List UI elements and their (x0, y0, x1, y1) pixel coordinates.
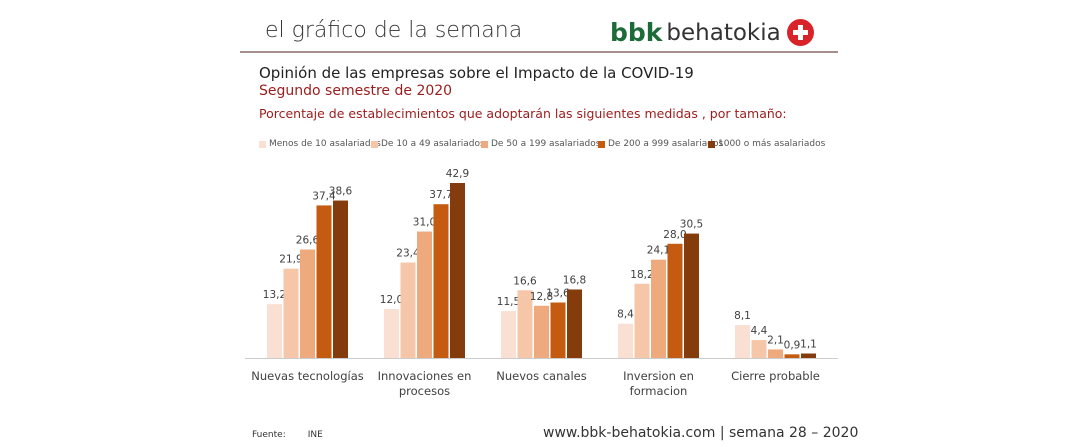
source: Fuente: INE (252, 430, 345, 440)
bar (517, 290, 533, 358)
cross-icon (786, 19, 814, 46)
bar (684, 233, 699, 358)
bar (283, 268, 299, 358)
header-divider (240, 51, 838, 53)
data-label: 8,4 (617, 309, 634, 321)
legend-label: De 50 a 199 asalariados (491, 139, 601, 149)
bar (667, 243, 683, 358)
legend-label: De 10 a 49 asalariados (381, 139, 485, 149)
legend-swatch (371, 140, 378, 148)
data-label: 28,0 (663, 229, 686, 241)
bar (400, 262, 416, 358)
legend-swatch (481, 140, 488, 148)
data-label: 38,6 (329, 186, 353, 198)
legend-swatch (598, 140, 605, 148)
chart-description: Porcentaje de establecimientos que adopt… (259, 106, 787, 121)
bar (267, 304, 282, 358)
bar (534, 305, 549, 358)
data-label: 37,4 (312, 190, 336, 202)
category-label: formacion (630, 384, 688, 398)
legend-label: De 200 a 999 asalariados (608, 139, 724, 149)
legend-item: Menos de 10 asalariados (259, 139, 381, 149)
bar (316, 205, 332, 358)
data-label: 16,8 (563, 274, 586, 286)
data-label: 37,7 (429, 189, 452, 201)
data-label: 8,1 (734, 310, 751, 322)
data-label: 12,0 (380, 294, 403, 306)
category-label: Cierre probable (731, 369, 820, 383)
chart-title: Opinión de las empresas sobre el Impacto… (259, 64, 694, 82)
data-label: 18,2 (630, 269, 653, 281)
data-label: 21,9 (279, 254, 302, 266)
legend-item: De 200 a 999 asalariados (598, 139, 723, 149)
legend-label: Menos de 10 asalariados (269, 139, 381, 149)
bar (384, 309, 399, 358)
data-label: 16,6 (513, 275, 537, 287)
data-label: 2,1 (767, 334, 784, 346)
category-label: Nuevas tecnologías (251, 369, 363, 383)
data-label: 23,4 (396, 248, 420, 260)
source-value: INE (307, 430, 323, 440)
bar (433, 204, 449, 358)
bar (567, 289, 582, 358)
bar (550, 302, 566, 358)
legend-swatch (259, 140, 266, 148)
data-label: 26,6 (296, 234, 320, 246)
data-label: 13,2 (263, 289, 286, 301)
bar (768, 349, 783, 358)
data-label: 12,8 (530, 291, 553, 303)
category-label: procesos (399, 384, 450, 398)
data-label: 24,1 (647, 245, 670, 257)
bar (751, 340, 767, 358)
category-label: Inversion en (623, 369, 694, 383)
chart-subtitle: Segundo semestre de 2020 (259, 83, 453, 99)
data-label: 42,9 (446, 168, 469, 180)
data-label: 11,5 (497, 296, 520, 308)
legend-item: De 10 a 49 asalariados (371, 139, 485, 149)
bar (634, 283, 650, 358)
bar (801, 353, 816, 358)
data-label: 31,0 (413, 217, 436, 229)
legend-item: 1000 o más asalariados (708, 139, 825, 149)
category-label: Innovaciones en (378, 369, 472, 383)
bar (501, 311, 516, 358)
data-label: 13,6 (546, 288, 570, 300)
bar (735, 324, 750, 358)
bar (784, 354, 800, 358)
logo-bbk: bbk (610, 18, 663, 47)
source-label: Fuente: (252, 430, 286, 440)
data-label: 0,9 (784, 339, 801, 351)
legend-swatch (708, 140, 715, 148)
bar (450, 183, 465, 358)
data-label: 1,1 (800, 339, 817, 351)
bar (651, 259, 666, 358)
bbk-behatokia-logo: bbk behatokia (610, 18, 814, 47)
legend-item: De 50 a 199 asalariados (481, 139, 600, 149)
bar (618, 323, 633, 358)
bar (300, 249, 315, 358)
category-label: Nuevos canales (496, 369, 586, 383)
legend-label: 1000 o más asalariados (718, 139, 826, 149)
bar (333, 200, 348, 358)
logo-text: behatokia (666, 19, 781, 46)
bar (417, 231, 432, 358)
footer-url: www.bbk-behatokia.com | semana 28 – 2020 (543, 425, 859, 441)
data-label: 4,4 (751, 325, 768, 337)
header-title: el gráfico de la semana (265, 18, 523, 43)
data-label: 30,5 (680, 219, 703, 231)
